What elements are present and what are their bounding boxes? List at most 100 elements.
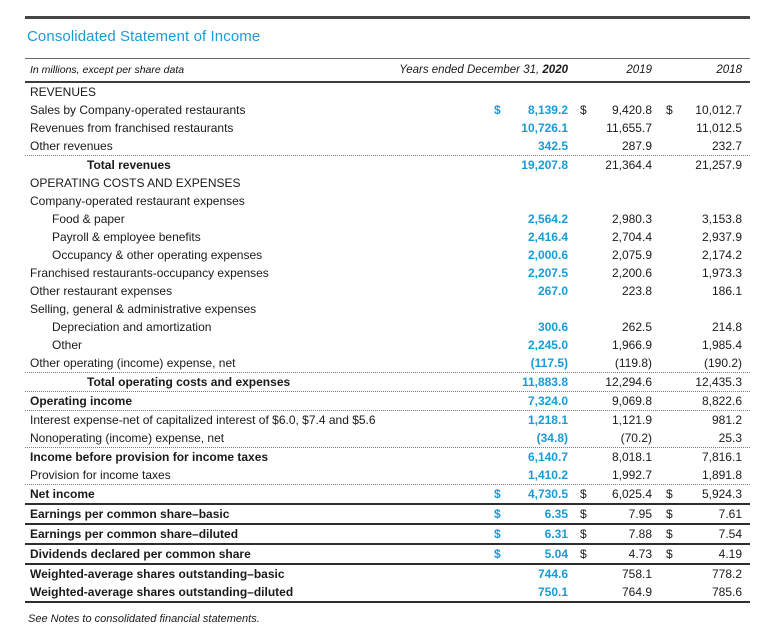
row-label: Nonoperating (income) expense, net: [30, 431, 225, 445]
cell-value: 750.1: [537, 585, 568, 599]
cell-value: 11,655.7: [606, 121, 652, 135]
table-row: Earnings per common share–basic $6.35 $7.9…: [25, 505, 750, 525]
units-note: In millions, except per share data: [30, 64, 185, 76]
cell-value: 5.04: [544, 547, 568, 561]
value-cell-2018: $5,924.3: [666, 487, 742, 501]
cell-value: 342.5: [537, 139, 568, 153]
value-cell-2018: 3,153.8: [666, 212, 742, 226]
table-row: Other operating (income) expense, net (11…: [25, 354, 750, 373]
dollar-sign: $: [580, 103, 587, 117]
cell-value: 4,730.5: [527, 487, 568, 501]
value-cell-2019: $7.88: [580, 527, 652, 541]
table-row: OPERATING COSTS AND EXPENSES: [25, 174, 750, 192]
year-prior-1: 2019: [626, 64, 652, 76]
value-cell-2020: $6.35: [494, 507, 568, 521]
row-label: OPERATING COSTS AND EXPENSES: [30, 176, 241, 190]
table-row: Weighted-average shares outstanding–dilu…: [25, 583, 750, 603]
cell-value: 744.6: [537, 567, 568, 581]
dollar-sign: $: [666, 527, 673, 541]
table-row: Depreciation and amortization 300.6 262.5 2…: [25, 318, 750, 336]
cell-value: 2,564.2: [527, 212, 568, 226]
cell-value: 8,018.1: [611, 450, 652, 464]
cell-value: 3,153.8: [701, 212, 742, 226]
table-row: Income before provision for income taxes…: [25, 448, 750, 466]
cell-value: 21,257.9: [695, 158, 742, 172]
value-cell-2018: 11,012.5: [666, 121, 742, 135]
year-prior-2: 2018: [716, 64, 742, 76]
cell-value: 2,075.9: [611, 248, 652, 262]
cell-value: 10,012.7: [695, 103, 742, 117]
value-cell-2019: 1,966.9: [580, 338, 652, 352]
cell-value: 981.2: [711, 413, 742, 427]
value-cell-2018: $7.54: [666, 527, 742, 541]
value-cell-2018: 981.2: [666, 413, 742, 427]
cell-value: 7.61: [718, 507, 742, 521]
cell-value: 2,245.0: [527, 338, 568, 352]
row-label: Other: [52, 338, 83, 352]
cell-value: 2,000.6: [527, 248, 568, 262]
value-cell-2020: 750.1: [494, 585, 568, 599]
value-cell-2020: 267.0: [494, 284, 568, 298]
cell-value: 6.31: [544, 527, 568, 541]
dollar-sign: $: [494, 103, 501, 117]
row-label: Net income: [30, 487, 95, 501]
cell-value: 267.0: [537, 284, 568, 298]
value-cell-2020: $6.31: [494, 527, 568, 541]
value-cell-2019: (70.2): [580, 431, 652, 445]
value-cell-2019: 11,655.7: [580, 121, 652, 135]
value-cell-2020: (34.8): [494, 431, 568, 445]
value-cell-2019: 2,200.6: [580, 266, 652, 280]
value-cell-2019: 12,294.6: [580, 375, 652, 389]
value-cell-2018: 2,174.2: [666, 248, 742, 262]
cell-value: 262.5: [621, 320, 652, 334]
table-row: REVENUES: [25, 83, 750, 101]
value-cell-2019: $6,025.4: [580, 487, 652, 501]
table-row: Net income $4,730.5 $6,025.4 $5,924.3: [25, 485, 750, 505]
value-cell-2020: 1,410.2: [494, 468, 568, 482]
cell-value: 764.9: [621, 585, 652, 599]
cell-value: 287.9: [621, 139, 652, 153]
table-row: Other 2,245.0 1,966.9 1,985.4: [25, 336, 750, 354]
value-cell-2020: 300.6: [494, 320, 568, 334]
value-cell-2018: 1,891.8: [666, 468, 742, 482]
value-cell-2019: 1,121.9: [580, 413, 652, 427]
value-cell-2020: 2,245.0: [494, 338, 568, 352]
cell-value: (70.2): [620, 431, 652, 445]
row-label: Interest expense-net of capitalized inte…: [30, 413, 376, 427]
cell-value: 4.19: [718, 547, 742, 561]
value-cell-2020: 342.5: [494, 139, 568, 153]
row-label: Selling, general & administrative expens…: [30, 302, 257, 316]
cell-value: 1,966.9: [611, 338, 652, 352]
cell-value: 21,364.4: [605, 158, 652, 172]
cell-value: 7,324.0: [527, 394, 568, 408]
dollar-sign: $: [494, 547, 501, 561]
table-row: Other revenues 342.5 287.9 232.7: [25, 137, 750, 156]
value-cell-2019: 8,018.1: [580, 450, 652, 464]
row-label: Operating income: [30, 394, 133, 408]
value-cell-2020: 2,416.4: [494, 230, 568, 244]
row-label: Payroll & employee benefits: [52, 230, 201, 244]
value-cell-2019: 758.1: [580, 567, 652, 581]
cell-value: 1,410.2: [527, 468, 568, 482]
row-label: Earnings per common share–basic: [30, 507, 230, 521]
cell-value: (190.2): [703, 356, 742, 370]
cell-value: (117.5): [530, 356, 568, 370]
row-label: Other operating (income) expense, net: [30, 356, 236, 370]
value-cell-2020: $4,730.5: [494, 487, 568, 501]
value-cell-2019: 9,069.8: [580, 394, 652, 408]
value-cell-2018: 12,435.3: [666, 375, 742, 389]
row-label: Revenues from franchised restaurants: [30, 121, 234, 135]
value-cell-2018: 1,973.3: [666, 266, 742, 280]
cell-value: 9,420.8: [611, 103, 652, 117]
row-label: Sales by Company-operated restaurants: [30, 103, 246, 117]
row-label: Weighted-average shares outstanding–basi…: [30, 567, 285, 581]
cell-value: 12,435.3: [695, 375, 742, 389]
dollar-sign: $: [494, 487, 501, 501]
cell-value: 1,985.4: [701, 338, 742, 352]
value-cell-2020: 19,207.8: [494, 158, 568, 172]
dollar-sign: $: [666, 103, 673, 117]
year-current: 2020: [542, 64, 568, 76]
row-label: Earnings per common share–diluted: [30, 527, 239, 541]
dollar-sign: $: [494, 527, 501, 541]
table-row: Operating income 7,324.0 9,069.8 8,822.6: [25, 392, 750, 411]
